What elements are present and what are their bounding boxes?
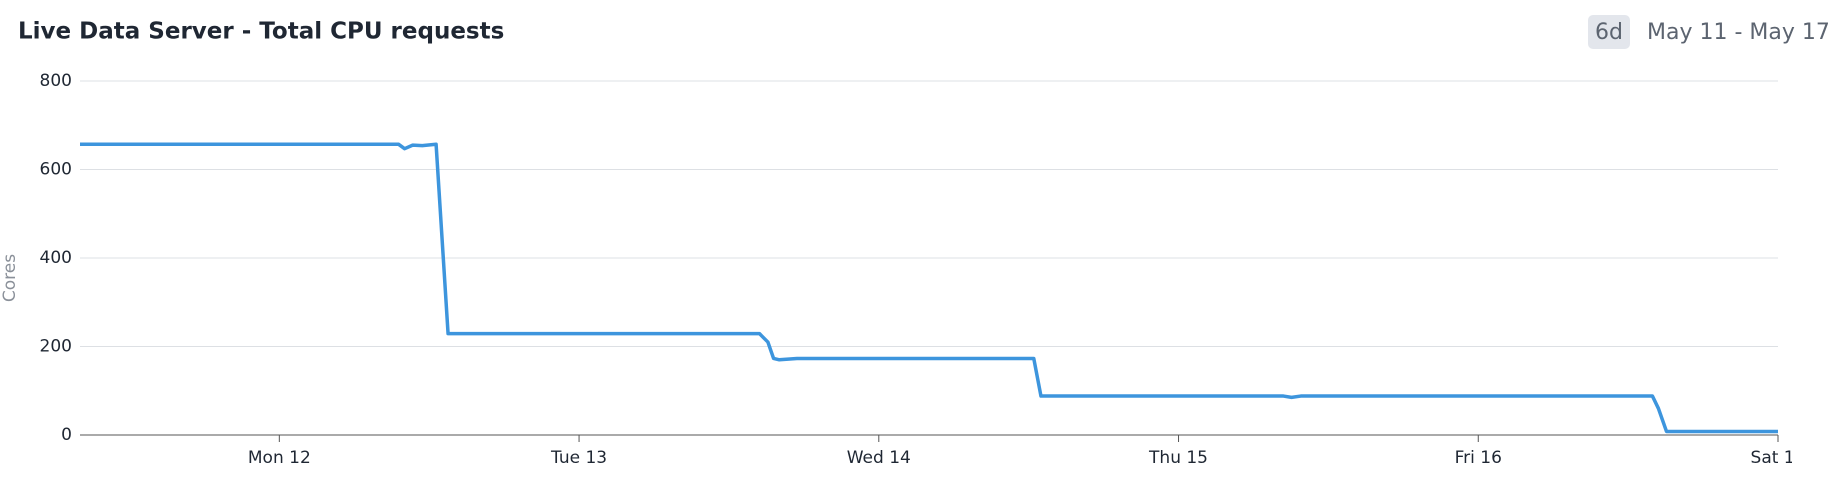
y-tick-label: 200 — [40, 337, 72, 357]
date-range[interactable]: May 11 - May 17 — [1647, 20, 1830, 45]
y-tick-label: 400 — [40, 248, 72, 268]
line-series — [80, 142, 1778, 434]
y-tick-label: 600 — [40, 160, 72, 180]
x-tick-label: Mon 12 — [248, 448, 311, 468]
y-axis-label: Cores — [0, 254, 20, 302]
x-tick-label: Tue 13 — [550, 448, 607, 468]
chart-title: Live Data Server - Total CPU requests — [18, 19, 504, 45]
y-tick-label: 0 — [61, 425, 72, 445]
range-badge-bg[interactable] — [1588, 15, 1630, 49]
x-tick-label: Sat 17 — [1751, 448, 1806, 468]
y-tick-label: 800 — [40, 71, 72, 91]
x-axis: Mon 12 Tue 13 Wed 14 Thu 15 Fri 16 Sat 17 — [248, 435, 1806, 468]
x-tick-label: Thu 15 — [1148, 448, 1208, 468]
x-tick-label: Fri 16 — [1455, 448, 1502, 468]
range-badge[interactable]: 6d — [1595, 20, 1623, 45]
x-tick-label: Wed 14 — [847, 448, 911, 468]
